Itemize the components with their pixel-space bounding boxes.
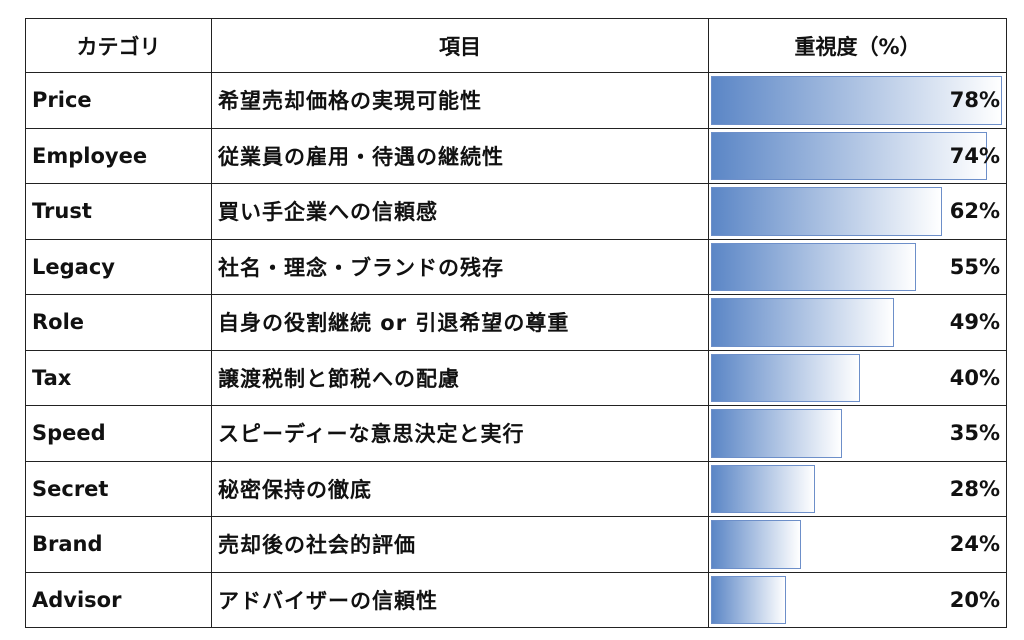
value-cell: 35% (708, 405, 1007, 462)
data-label: 74% (949, 143, 1000, 168)
item-label: スピーディーな意思決定と実行 (211, 405, 709, 462)
table-row: Tax 譲渡税制と節税への配慮 40% (25, 349, 1007, 406)
item-label: 社名・理念・ブランドの残存 (211, 238, 709, 295)
value-cell: 78% (708, 72, 1007, 129)
item-label: 自身の役割継続 or 引退希望の尊重 (211, 294, 709, 351)
header-category: カテゴリ (25, 18, 212, 73)
bar (711, 131, 987, 180)
item-label: 売却後の社会的評価 (211, 516, 709, 573)
table-row: Secret 秘密保持の徹底 28% (25, 460, 1007, 517)
bar (711, 353, 860, 402)
bar (711, 242, 916, 291)
value-cell: 49% (708, 294, 1007, 351)
bar (711, 464, 815, 513)
value-cell: 55% (708, 238, 1007, 295)
category-label: Brand (25, 516, 212, 573)
item-label: アドバイザーの信頼性 (211, 571, 709, 628)
table-row: Advisor アドバイザーの信頼性 20% (25, 571, 1007, 628)
data-label: 78% (949, 88, 1000, 113)
category-label: Price (25, 72, 212, 129)
category-label: Speed (25, 405, 212, 462)
item-label: 買い手企業への信頼感 (211, 183, 709, 240)
data-label: 62% (949, 199, 1000, 224)
data-label: 24% (949, 532, 1000, 557)
value-cell: 28% (708, 460, 1007, 517)
importance-table: カテゴリ 項目 重視度（%） Price 希望売却価格の実現可能性 78% Emplo… (25, 18, 1007, 628)
value-cell: 20% (708, 571, 1007, 628)
category-label: Role (25, 294, 212, 351)
item-label: 希望売却価格の実現可能性 (211, 72, 709, 129)
data-label: 55% (949, 254, 1000, 279)
data-label: 28% (949, 476, 1000, 501)
item-label: 譲渡税制と節税への配慮 (211, 349, 709, 406)
header-value: 重視度（%） (708, 18, 1007, 73)
table-row: Price 希望売却価格の実現可能性 78% (25, 72, 1007, 129)
category-label: Legacy (25, 238, 212, 295)
bar (711, 298, 894, 347)
bar (711, 520, 801, 569)
table-row: Role 自身の役割継続 or 引退希望の尊重 49% (25, 294, 1007, 351)
category-label: Tax (25, 349, 212, 406)
data-label: 20% (949, 587, 1000, 612)
data-label: 49% (949, 310, 1000, 335)
data-label: 40% (949, 365, 1000, 390)
header-row: カテゴリ 項目 重視度（%） (25, 18, 1007, 73)
data-label: 35% (949, 421, 1000, 446)
header-item: 項目 (211, 18, 709, 73)
value-cell: 74% (708, 127, 1007, 184)
value-cell: 40% (708, 349, 1007, 406)
category-label: Advisor (25, 571, 212, 628)
table-row: Employee 従業員の雇用・待遇の継続性 74% (25, 127, 1007, 184)
category-label: Trust (25, 183, 212, 240)
bar (711, 575, 786, 624)
category-label: Secret (25, 460, 212, 517)
value-cell: 62% (708, 183, 1007, 240)
bar (711, 76, 1002, 125)
table-row: Legacy 社名・理念・ブランドの残存 55% (25, 238, 1007, 295)
item-label: 秘密保持の徹底 (211, 460, 709, 517)
table-row: Speed スピーディーな意思決定と実行 35% (25, 405, 1007, 462)
value-cell: 24% (708, 516, 1007, 573)
category-label: Employee (25, 127, 212, 184)
item-label: 従業員の雇用・待遇の継続性 (211, 127, 709, 184)
bar (711, 409, 842, 458)
bar (711, 187, 942, 236)
table-row: Brand 売却後の社会的評価 24% (25, 516, 1007, 573)
table-row: Trust 買い手企業への信頼感 62% (25, 183, 1007, 240)
